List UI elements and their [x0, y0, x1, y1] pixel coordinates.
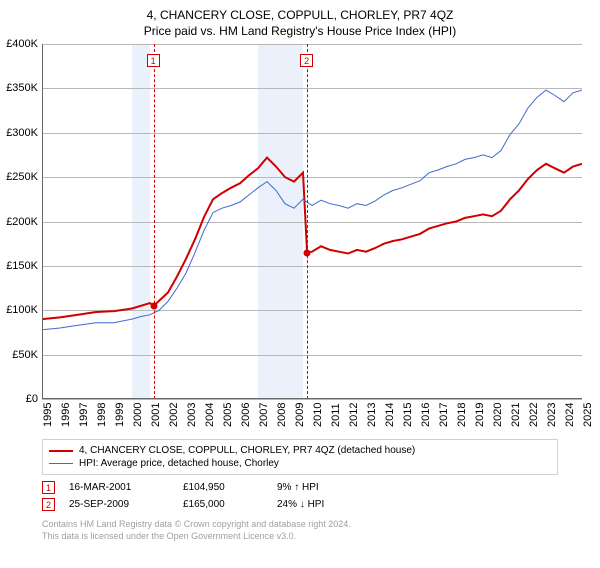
y-tick-label: £50K — [0, 349, 38, 361]
x-tick-label: 2023 — [546, 403, 558, 427]
x-tick-label: 1996 — [60, 403, 72, 427]
footer-line2: This data is licensed under the Open Gov… — [42, 531, 558, 543]
event-change: 9% ↑ HPI — [277, 482, 367, 493]
x-tick-label: 2022 — [528, 403, 540, 427]
x-tick-label: 2012 — [348, 403, 360, 427]
x-axis-labels: 1995 1996 1997 1998 1999 2000 2001 2002 2003 2004… — [42, 399, 582, 431]
x-tick-label: 2009 — [294, 403, 306, 427]
x-tick-label: 2013 — [366, 403, 378, 427]
y-tick-label: £300K — [0, 127, 38, 139]
event-row: 1 16-MAR-2001 £104,950 9% ↑ HPI — [42, 479, 558, 496]
x-tick-label: 2006 — [240, 403, 252, 427]
series-line-property — [154, 158, 308, 306]
x-tick-label: 1998 — [96, 403, 108, 427]
y-tick-label: £0 — [0, 393, 38, 405]
x-tick-label: 2000 — [132, 403, 144, 427]
series-line-property — [42, 303, 154, 319]
footer: Contains HM Land Registry data © Crown c… — [42, 519, 558, 542]
x-tick-label: 2024 — [564, 403, 576, 427]
event-change: 24% ↓ HPI — [277, 499, 367, 510]
legend-item: HPI: Average price, detached house, Chor… — [49, 457, 551, 470]
event-marker-line — [307, 44, 308, 399]
legend-swatch — [49, 450, 73, 452]
events-table: 1 16-MAR-2001 £104,950 9% ↑ HPI 2 25-SEP-2009… — [42, 479, 558, 513]
x-tick-label: 2015 — [402, 403, 414, 427]
event-marker-icon: 1 — [42, 481, 55, 494]
legend: 4, CHANCERY CLOSE, COPPULL, CHORLEY, PR7… — [42, 439, 558, 475]
x-tick-label: 2017 — [438, 403, 450, 427]
legend-swatch — [49, 463, 73, 464]
x-tick-label: 2014 — [384, 403, 396, 427]
chart-plot-area: £0£50K£100K£150K£200K£250K£300K£350K£400… — [42, 44, 582, 399]
y-tick-label: £250K — [0, 171, 38, 183]
x-tick-label: 2016 — [420, 403, 432, 427]
footer-line1: Contains HM Land Registry data © Crown c… — [42, 519, 558, 531]
x-tick-label: 2011 — [330, 403, 342, 427]
legend-label: HPI: Average price, detached house, Chor… — [79, 458, 279, 469]
chart-subtitle: Price paid vs. HM Land Registry's House … — [0, 24, 600, 38]
event-marker-label: 1 — [147, 54, 160, 67]
series-line-property — [307, 164, 582, 254]
y-tick-label: £400K — [0, 38, 38, 50]
y-tick-label: £100K — [0, 304, 38, 316]
event-date: 25-SEP-2009 — [69, 499, 169, 510]
legend-label: 4, CHANCERY CLOSE, COPPULL, CHORLEY, PR7… — [79, 445, 415, 456]
y-tick-label: £200K — [0, 216, 38, 228]
event-price: £104,950 — [183, 482, 263, 493]
x-tick-label: 1997 — [78, 403, 90, 427]
y-tick-label: £150K — [0, 260, 38, 272]
x-tick-label: 2002 — [168, 403, 180, 427]
y-tick-label: £350K — [0, 82, 38, 94]
x-tick-label: 2008 — [276, 403, 288, 427]
x-tick-label: 2020 — [492, 403, 504, 427]
x-tick-label: 2004 — [204, 403, 216, 427]
x-tick-label: 1995 — [42, 403, 54, 427]
x-tick-label: 2018 — [456, 403, 468, 427]
x-tick-label: 2025 — [582, 403, 594, 427]
event-marker-line — [154, 44, 155, 399]
event-marker-label: 2 — [300, 54, 313, 67]
x-tick-label: 1999 — [114, 403, 126, 427]
legend-item: 4, CHANCERY CLOSE, COPPULL, CHORLEY, PR7… — [49, 444, 551, 457]
x-tick-label: 2019 — [474, 403, 486, 427]
event-marker-icon: 2 — [42, 498, 55, 511]
x-tick-label: 2001 — [150, 403, 162, 427]
x-tick-label: 2007 — [258, 403, 270, 427]
x-tick-label: 2005 — [222, 403, 234, 427]
x-tick-label: 2021 — [510, 403, 522, 427]
event-price: £165,000 — [183, 499, 263, 510]
event-row: 2 25-SEP-2009 £165,000 24% ↓ HPI — [42, 496, 558, 513]
event-date: 16-MAR-2001 — [69, 482, 169, 493]
chart-title: 4, CHANCERY CLOSE, COPPULL, CHORLEY, PR7… — [0, 8, 600, 22]
x-tick-label: 2003 — [186, 403, 198, 427]
x-tick-label: 2010 — [312, 403, 324, 427]
